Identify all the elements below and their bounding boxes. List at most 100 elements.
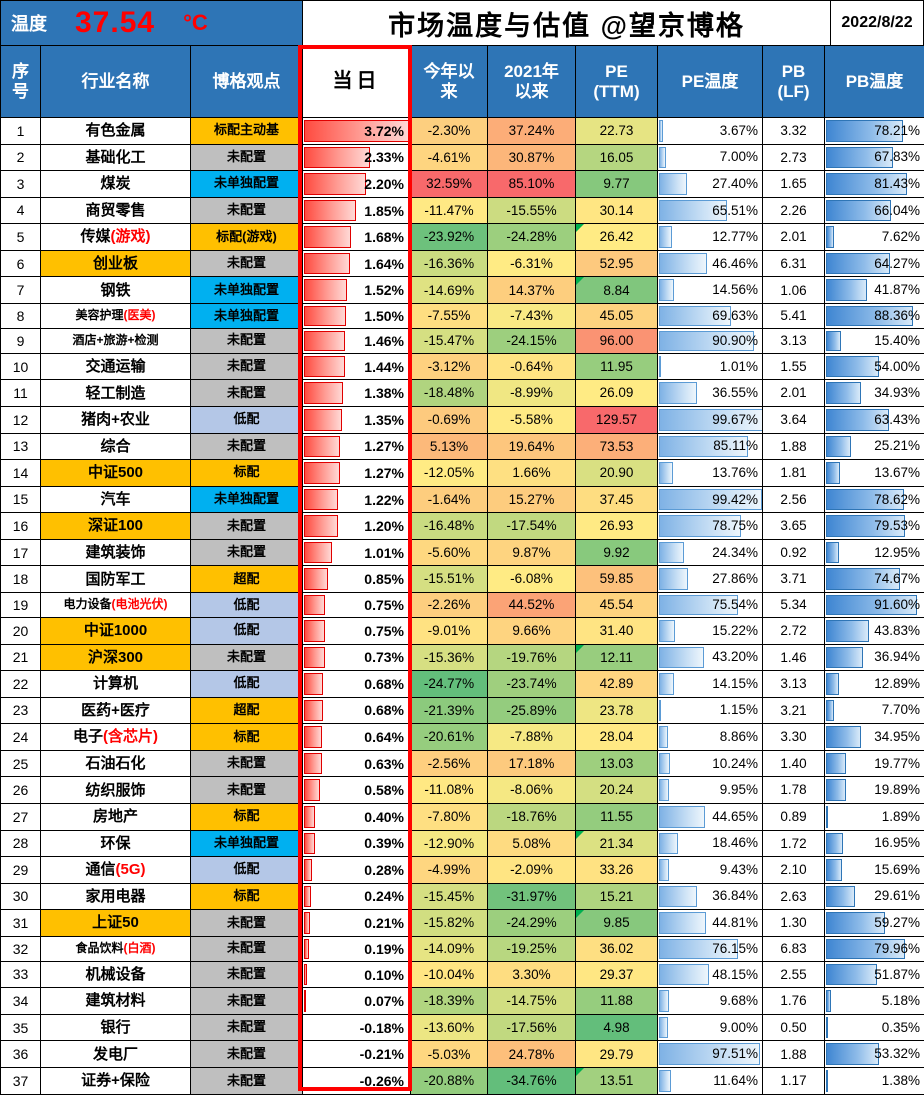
since-2021-change: 37.24%: [487, 117, 576, 145]
pb-temperature-databar: [826, 699, 834, 722]
pb-temperature-cell: 79.53%: [824, 512, 924, 540]
table-row: 1 有色金属 标配主动基 3.72% -2.30% 37.24% 22.73 3.67% 3.3…: [0, 117, 924, 145]
since-2021-change: 9.87%: [487, 538, 576, 567]
pe-temperature-databar: [659, 1043, 761, 1066]
industry-name: 商贸零售: [40, 196, 191, 225]
pb-temperature-databar: [826, 673, 839, 695]
pb-temperature-cell: 7.62%: [824, 223, 924, 251]
day-change-cell: 1.44%: [302, 352, 411, 381]
day-change-cell: 0.75%: [302, 592, 411, 618]
pe-ttm: 59.85: [575, 565, 658, 594]
since-2021-change: -0.64%: [487, 352, 576, 381]
pb-temperature-value: 74.67%: [874, 571, 920, 587]
table-row: 19 电力设备(电池光伏) 低配 0.75% -2.26% 44.52% 45.54 75.5…: [0, 592, 924, 618]
pe-temperature-databar: [659, 568, 688, 591]
boge-view: 未配置: [190, 249, 303, 278]
pb-temperature-value: 64.27%: [874, 255, 920, 271]
ytd-change: -2.56%: [410, 749, 488, 778]
pe-temperature-databar: [659, 515, 741, 537]
pb-temperature-cell: 13.67%: [824, 459, 924, 487]
since-2021-change: -17.56%: [487, 1013, 576, 1042]
pe-temperature-cell: 18.46%: [657, 829, 763, 858]
pe-ttm: 42.89: [575, 670, 658, 698]
pb-temperature-value: 79.96%: [874, 941, 920, 957]
pe-temperature-value: 10.24%: [712, 755, 758, 771]
ytd-change: -7.55%: [410, 303, 488, 329]
pb-temperature-cell: 34.93%: [824, 379, 924, 407]
ytd-change: -12.05%: [410, 459, 488, 487]
pb-temperature-value: 16.95%: [874, 835, 920, 851]
pb-temperature-cell: 15.40%: [824, 327, 924, 354]
pe-temperature-value: 18.46%: [712, 835, 758, 851]
day-change-cell: 2.20%: [302, 170, 411, 198]
pb-temperature-databar: [826, 568, 900, 591]
industry-name-highlight: (5G): [115, 861, 146, 879]
since-2021-change: -8.06%: [487, 776, 576, 804]
pe-temperature-value: 44.81%: [712, 915, 758, 931]
row-index: 4: [0, 196, 41, 225]
day-change-value: 1.01%: [364, 544, 404, 561]
pe-ttm: 26.93: [575, 512, 658, 540]
table-row: 3 煤炭 未单独配置 2.20% 32.59% 85.10% 9.77 27.40% 1.65 8…: [0, 170, 924, 198]
pb-temperature-cell: 15.69%: [824, 856, 924, 884]
industry-name: 猪肉+农业: [40, 405, 191, 434]
ytd-change: -15.82%: [410, 909, 488, 937]
pe-ttm: 23.78: [575, 696, 658, 725]
table-body: 1 有色金属 标配主动基 3.72% -2.30% 37.24% 22.73 3.67% 3.3…: [0, 117, 924, 1095]
day-change-value: 1.46%: [364, 332, 404, 349]
pe-ttm: 20.90: [575, 459, 658, 487]
pb-temperature-cell: 29.61%: [824, 882, 924, 911]
pb-temperature-value: 43.83%: [874, 622, 920, 638]
ytd-change: -20.61%: [410, 723, 488, 751]
pe-temperature-value: 13.76%: [712, 465, 758, 481]
table-row: 36 发电厂 未配置 -0.21% -5.03% 24.78% 29.79 97.51% 1.8…: [0, 1040, 924, 1069]
temperature-cell: 温度 37.54 °C: [1, 1, 303, 45]
pb-temperature-databar: [826, 885, 856, 908]
day-change-databar: [304, 252, 351, 275]
pe-ttm: 11.55: [575, 802, 658, 831]
pe-temperature-databar: [659, 120, 663, 142]
day-change-databar: [304, 595, 326, 615]
day-change-cell: -0.21%: [302, 1040, 411, 1069]
boge-view: 未配置: [190, 143, 303, 172]
day-change-databar: [304, 408, 343, 431]
day-change-databar: [304, 568, 328, 591]
table-row: 7 钢铁 未单独配置 1.52% -14.69% 14.37% 8.84 14.56% 1.06…: [0, 276, 924, 305]
column-header: 当日: [302, 45, 411, 118]
ytd-change: -2.30%: [410, 117, 488, 145]
pb-temperature-value: 81.43%: [874, 176, 920, 192]
pb-temperature-databar: [826, 199, 892, 222]
pb-temperature-value: 88.36%: [874, 308, 920, 324]
industry-name: 银行: [40, 1013, 191, 1042]
pb-temperature-cell: 51.87%: [824, 960, 924, 989]
pb-lf: 1.81: [762, 459, 825, 487]
table-row: 26 纺织服饰 未配置 0.58% -11.08% -8.06% 20.24 9.95% 1.7…: [0, 776, 924, 804]
ytd-change: -24.77%: [410, 670, 488, 698]
day-change-value: 0.75%: [364, 622, 404, 639]
row-index: 30: [0, 882, 41, 911]
ytd-change: -21.39%: [410, 696, 488, 725]
pe-temperature-databar: [659, 173, 688, 195]
pb-temperature-databar: [826, 832, 843, 855]
industry-name: 美容护理(医美): [40, 303, 191, 329]
row-index: 13: [0, 432, 41, 461]
pe-temperature-databar: [659, 595, 738, 615]
pe-ttm: 26.42: [575, 223, 658, 251]
pb-temperature-databar: [826, 226, 834, 248]
day-change-cell: 0.07%: [302, 987, 411, 1015]
boge-view: 未配置: [190, 352, 303, 381]
pe-ttm: 13.03: [575, 749, 658, 778]
industry-name: 煤炭: [40, 170, 191, 198]
pb-temperature-cell: 53.32%: [824, 1040, 924, 1069]
day-change-cell: 0.64%: [302, 723, 411, 751]
industry-name: 纺织服饰: [40, 776, 191, 804]
industry-name: 家用电器: [40, 882, 191, 911]
since-2021-change: -24.29%: [487, 909, 576, 937]
pb-temperature-databar: [826, 306, 914, 326]
ytd-change: -1.64%: [410, 485, 488, 514]
row-index: 11: [0, 379, 41, 407]
since-2021-change: -34.76%: [487, 1067, 576, 1095]
day-change-value: 1.27%: [364, 464, 404, 481]
pe-temperature-cell: 69.63%: [657, 303, 763, 329]
pe-temperature-cell: 9.00%: [657, 1013, 763, 1042]
